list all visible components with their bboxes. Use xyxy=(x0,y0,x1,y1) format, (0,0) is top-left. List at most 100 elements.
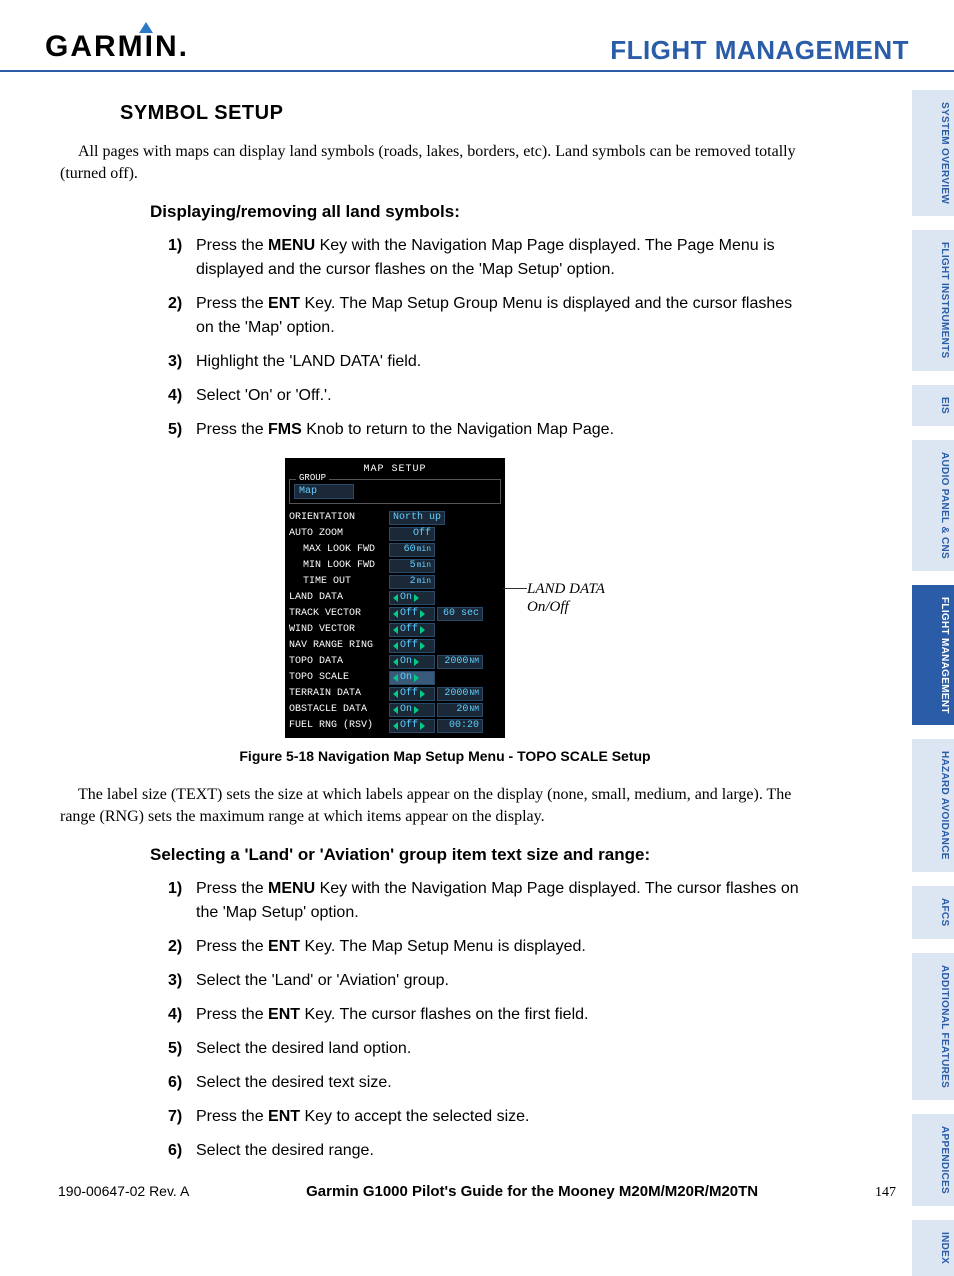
step-item: 3)Highlight the 'LAND DATA' field. xyxy=(168,350,800,374)
unit-label: NM xyxy=(469,705,479,714)
step-text: Select the desired land option. xyxy=(196,1037,411,1061)
step-item: 6)Select the desired text size. xyxy=(168,1071,800,1095)
page-content: SYMBOL SETUP All pages with maps can dis… xyxy=(0,72,870,1163)
triangle-left-icon xyxy=(393,658,398,666)
subhead-1: Displaying/removing all land symbols: xyxy=(150,202,800,222)
mfd-field-label: OBSTACLE DATA xyxy=(289,704,389,715)
mfd-field-value-2: 60 sec xyxy=(437,607,483,621)
triangle-right-icon xyxy=(420,610,425,618)
triangle-right-icon xyxy=(420,626,425,634)
section-tab[interactable]: AUDIO PANEL & CNS xyxy=(912,440,954,571)
step-number: 4) xyxy=(168,1003,196,1027)
step-item: 6)Select the desired range. xyxy=(168,1139,800,1163)
triangle-left-icon xyxy=(393,610,398,618)
mfd-field-value: Off xyxy=(389,639,435,653)
section-tab[interactable]: AFCS xyxy=(912,886,954,938)
unit-label: NM xyxy=(469,657,479,666)
section-tab[interactable]: HAZARD AVOIDANCE xyxy=(912,739,954,872)
mfd-field-value: On xyxy=(389,655,435,669)
mfd-row: NAV RANGE RINGOff xyxy=(289,638,501,654)
mfd-field-label: FUEL RNG (RSV) xyxy=(289,720,389,731)
mfd-field-value: Off xyxy=(389,607,435,621)
step-item: 5)Press the FMS Knob to return to the Na… xyxy=(168,418,800,442)
step-number: 5) xyxy=(168,418,196,442)
logo-text: GARMIN xyxy=(45,30,179,63)
step-number: 2) xyxy=(168,292,196,340)
step-text: Press the ENT Key. The Map Setup Group M… xyxy=(196,292,800,340)
triangle-left-icon xyxy=(393,690,398,698)
triangle-right-icon xyxy=(414,706,419,714)
mfd-group-value: Map xyxy=(294,484,354,499)
unit-label: NM xyxy=(469,689,479,698)
mfd-field-value-2: 2000NM xyxy=(437,687,483,701)
mfd-field-label: AUTO ZOOM xyxy=(289,528,389,539)
mfd-row: TIME OUT2min xyxy=(289,574,501,590)
step-text: Press the ENT Key. The Map Setup Menu is… xyxy=(196,935,586,959)
mfd-field-value-2: 00:20 xyxy=(437,719,483,733)
step-number: 5) xyxy=(168,1037,196,1061)
mfd-row: ORIENTATIONNorth up xyxy=(289,510,501,526)
section-tab[interactable]: FLIGHT MANAGEMENT xyxy=(912,585,954,726)
triangle-left-icon xyxy=(393,642,398,650)
mfd-field-value: On xyxy=(389,591,435,605)
mfd-field-label: NAV RANGE RING xyxy=(289,640,389,651)
callout-leader-line xyxy=(503,588,527,589)
section-title: SYMBOL SETUP xyxy=(120,102,800,125)
section-tab[interactable]: FLIGHT INSTRUMENTS xyxy=(912,230,954,371)
mfd-field-label: TERRAIN DATA xyxy=(289,688,389,699)
triangle-right-icon xyxy=(420,690,425,698)
mfd-field-label: LAND DATA xyxy=(289,592,389,603)
mfd-row: MIN LOOK FWD5min xyxy=(289,558,501,574)
step-item: 2)Press the ENT Key. The Map Setup Group… xyxy=(168,292,800,340)
mfd-row: MAX LOOK FWD60min xyxy=(289,542,501,558)
step-text: Press the ENT Key to accept the selected… xyxy=(196,1105,530,1129)
header-title: FLIGHT MANAGEMENT xyxy=(610,35,909,70)
mfd-field-label: MIN LOOK FWD xyxy=(289,560,389,571)
footer-title: Garmin G1000 Pilot's Guide for the Moone… xyxy=(306,1183,758,1200)
step-item: 3)Select the 'Land' or 'Aviation' group. xyxy=(168,969,800,993)
step-text: Select the desired range. xyxy=(196,1139,374,1163)
step-text: Select the 'Land' or 'Aviation' group. xyxy=(196,969,449,993)
unit-label: min xyxy=(417,545,431,554)
mfd-row: LAND DATAOn xyxy=(289,590,501,606)
logo-dot: . xyxy=(179,30,189,63)
mfd-field-value: Off xyxy=(389,623,435,637)
mfd-row: AUTO ZOOMOff xyxy=(289,526,501,542)
mfd-group-label: GROUP xyxy=(296,473,329,483)
mfd-field-value: Off xyxy=(389,687,435,701)
step-item: 7)Press the ENT Key to accept the select… xyxy=(168,1105,800,1129)
step-text: Highlight the 'LAND DATA' field. xyxy=(196,350,421,374)
triangle-right-icon xyxy=(420,642,425,650)
mfd-row: TOPO DATAOn2000NM xyxy=(289,654,501,670)
mfd-row: TERRAIN DATAOff2000NM xyxy=(289,686,501,702)
section-tab[interactable]: SYSTEM OVERVIEW xyxy=(912,90,954,216)
triangle-left-icon xyxy=(393,594,398,602)
triangle-left-icon xyxy=(393,626,398,634)
section-tab[interactable]: ADDITIONAL FEATURES xyxy=(912,953,954,1100)
triangle-left-icon xyxy=(393,706,398,714)
step-number: 3) xyxy=(168,350,196,374)
subhead-2: Selecting a 'Land' or 'Aviation' group i… xyxy=(150,845,800,865)
mfd-field-value: Off xyxy=(389,719,435,733)
mfd-row: OBSTACLE DATAOn20NM xyxy=(289,702,501,718)
mfd-field-label: TRACK VECTOR xyxy=(289,608,389,619)
mfd-field-value: 60min xyxy=(389,543,435,557)
mfd-field-label: WIND VECTOR xyxy=(289,624,389,635)
mfd-field-label: ORIENTATION xyxy=(289,512,389,523)
section-tab[interactable]: EIS xyxy=(912,385,954,426)
mfd-rows: ORIENTATIONNorth upAUTO ZOOMOffMAX LOOK … xyxy=(289,510,501,734)
garmin-logo: GARMIN. xyxy=(45,30,189,70)
step-item: 1)Press the MENU Key with the Navigation… xyxy=(168,877,800,925)
triangle-right-icon xyxy=(414,594,419,602)
step-item: 1)Press the MENU Key with the Navigation… xyxy=(168,234,800,282)
section-tab[interactable]: INDEX xyxy=(912,1220,954,1276)
step-text: Press the ENT Key. The cursor flashes on… xyxy=(196,1003,588,1027)
footer-page-num: 147 xyxy=(875,1185,896,1201)
step-number: 6) xyxy=(168,1071,196,1095)
mfd-field-label: TOPO DATA xyxy=(289,656,389,667)
mfd-row: TOPO SCALEOn xyxy=(289,670,501,686)
step-item: 2)Press the ENT Key. The Map Setup Menu … xyxy=(168,935,800,959)
mfd-field-label: TIME OUT xyxy=(289,576,389,587)
unit-label: min xyxy=(417,561,431,570)
callout-text: LAND DATAOn/Off xyxy=(527,581,605,615)
